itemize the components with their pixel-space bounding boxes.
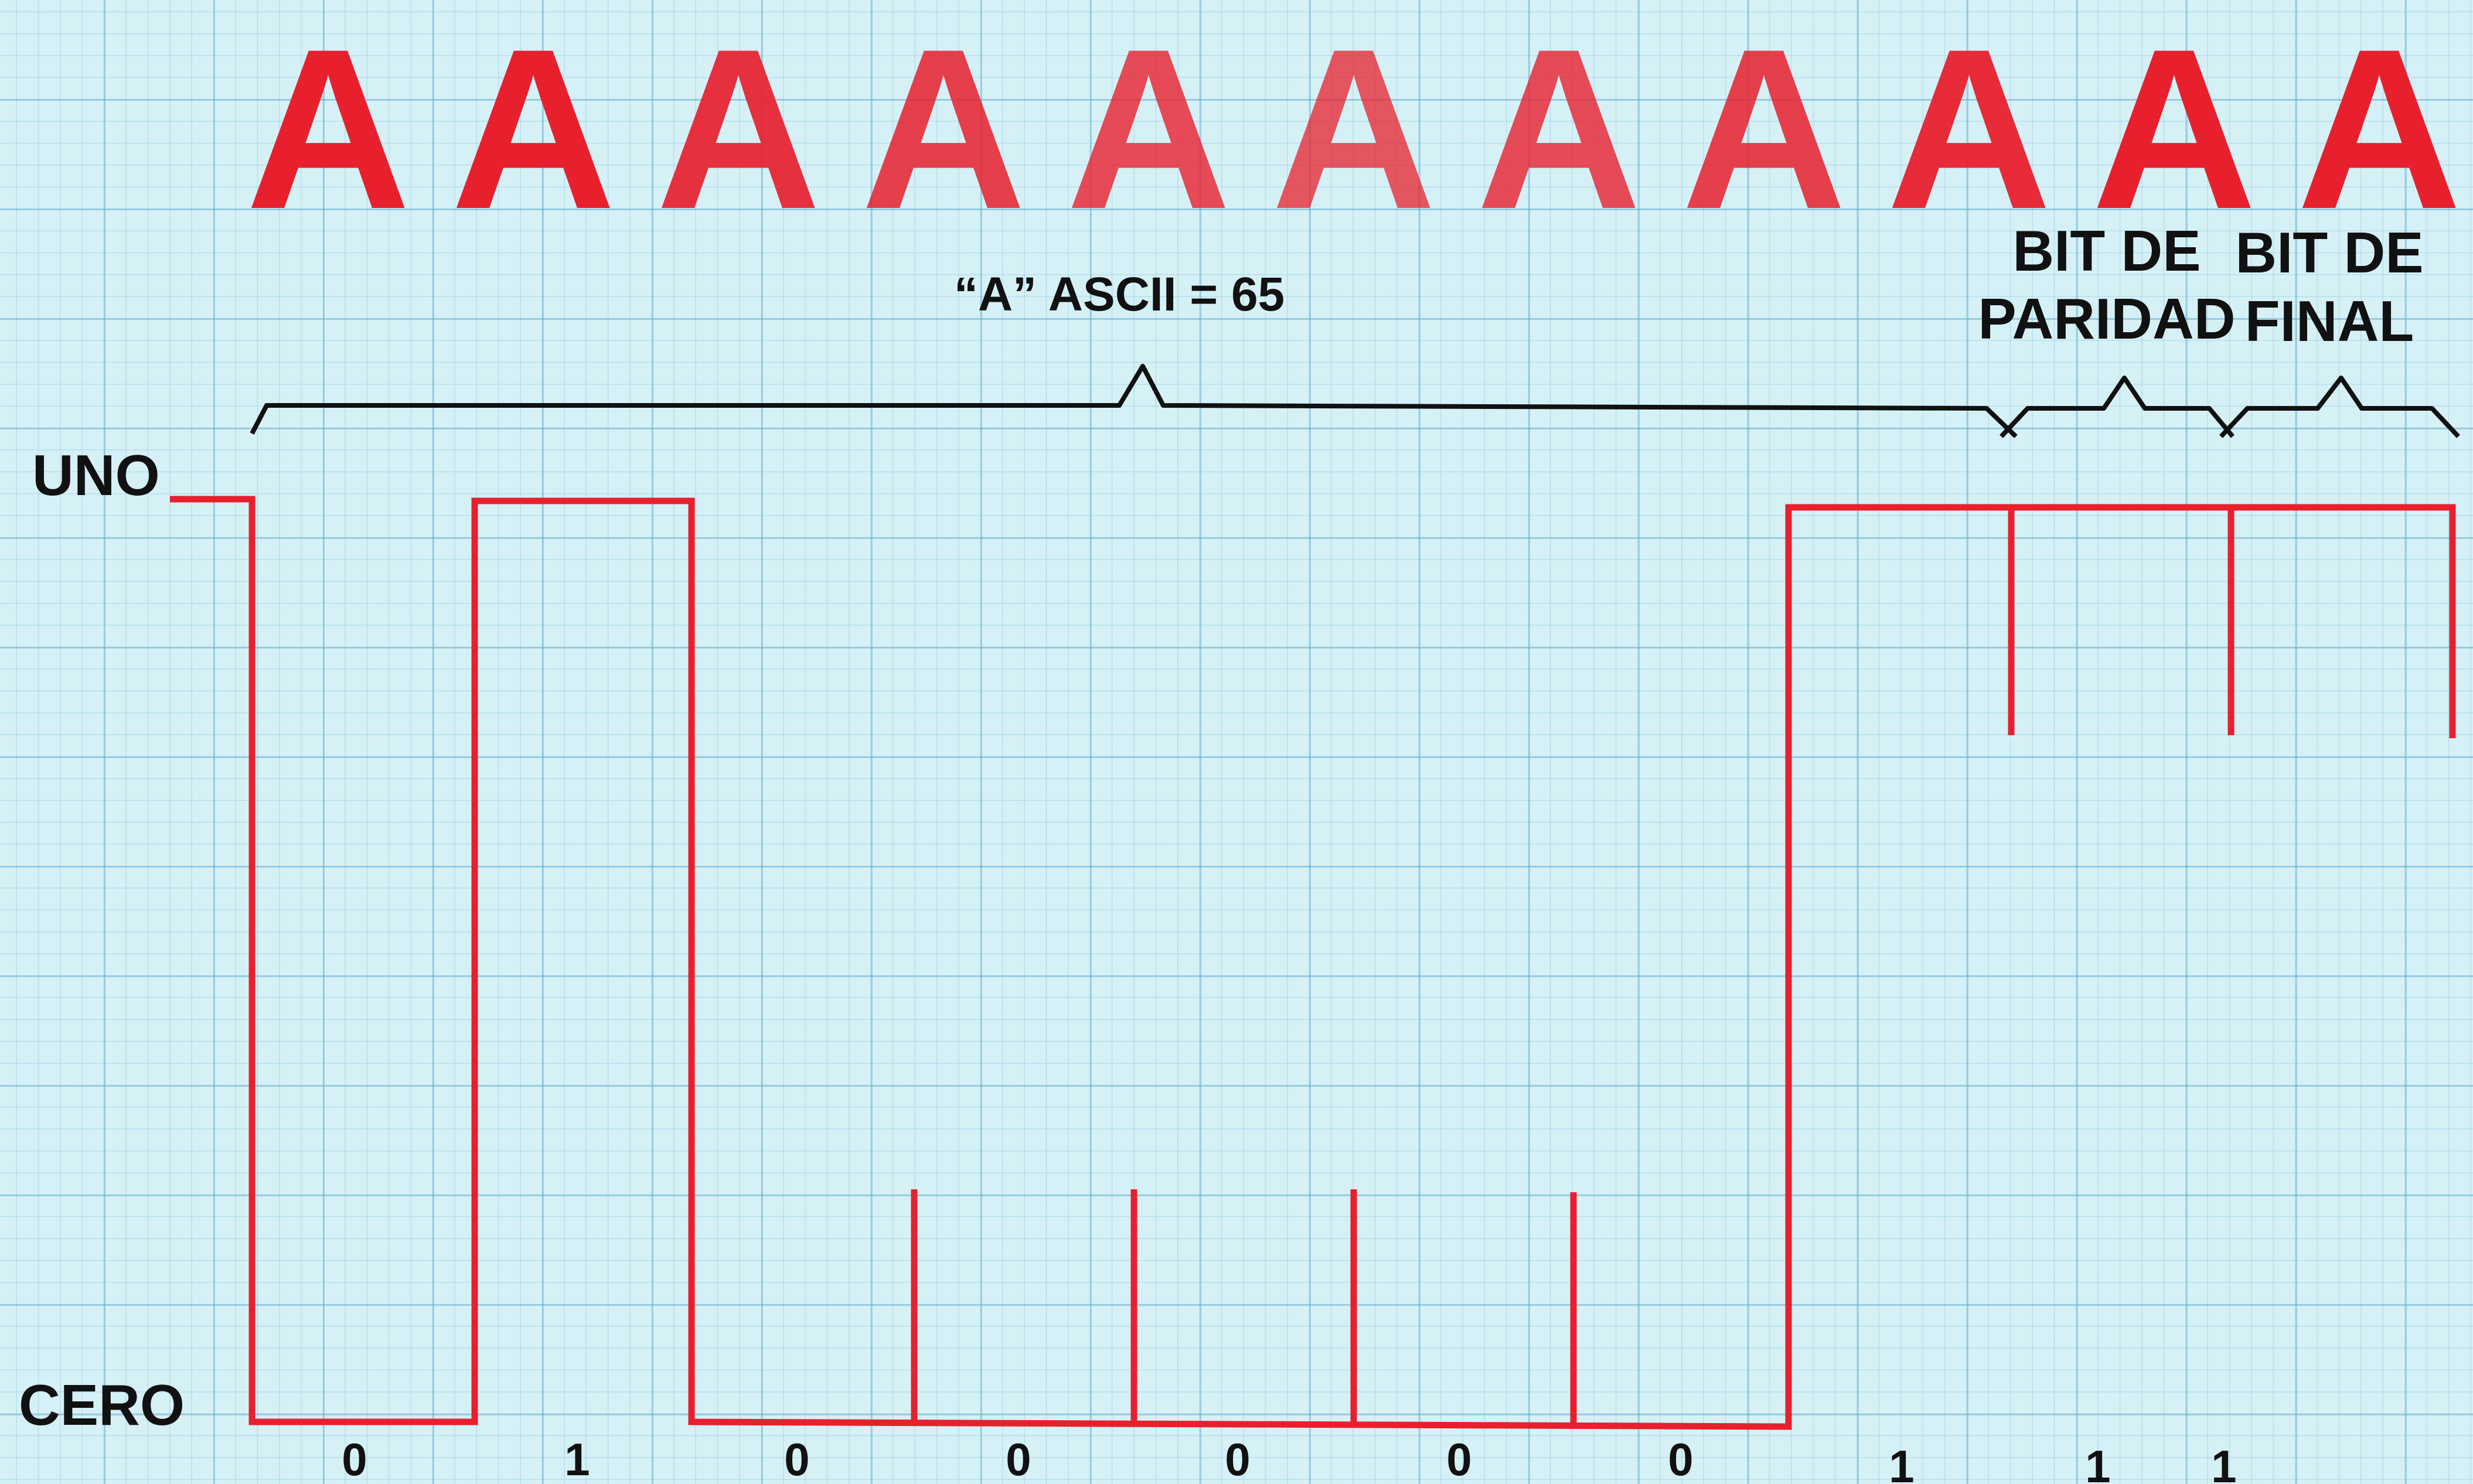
bit-value-6: 0 [1446,1434,1471,1484]
parity-label-line1: BIT DE [2012,219,2201,283]
big-letter-11: A [2297,1,2462,257]
bit-value-5: 0 [1225,1434,1250,1484]
stop-label-line2: FINAL [2245,289,2414,353]
bit-value-4: 0 [1006,1434,1031,1484]
brace-parity [1999,376,2235,438]
big-letter-5: A [1066,1,1231,257]
big-letter-10: A [2092,1,2257,257]
bit-value-1: 0 [342,1434,367,1484]
bit-value-3: 0 [784,1434,809,1484]
bit-labels: 0 1 0 0 0 0 0 1 1 1 [342,1434,2236,1484]
big-letter-4: A [861,1,1026,257]
big-letter-3: A [656,1,821,257]
bit-value-10: 1 [2211,1441,2236,1484]
bit-value-2: 1 [564,1434,590,1484]
big-letter-9: A [1886,1,2052,257]
signal-waveform [170,496,2456,1430]
big-letter-7: A [1476,1,1641,257]
bit-value-9: 1 [2085,1441,2110,1484]
big-letter-8: A [1681,1,1847,257]
parity-label-line2: PARIDAD [1978,286,2235,351]
level-high-label: UNO [32,443,160,507]
bit-value-7: 0 [1668,1434,1693,1484]
big-letter-1: A [246,1,411,257]
level-low-label: CERO [19,1373,185,1437]
brace-ascii [250,364,2018,438]
brace-stop [2219,376,2460,438]
bit-separators [911,507,2234,1426]
big-letter-6: A [1271,1,1436,257]
bit-value-8: 1 [1889,1441,1914,1484]
big-letter-2: A [451,1,616,257]
stop-label-line1: BIT DE [2235,220,2423,285]
ascii-label: “A” ASCII = 65 [954,268,1285,321]
